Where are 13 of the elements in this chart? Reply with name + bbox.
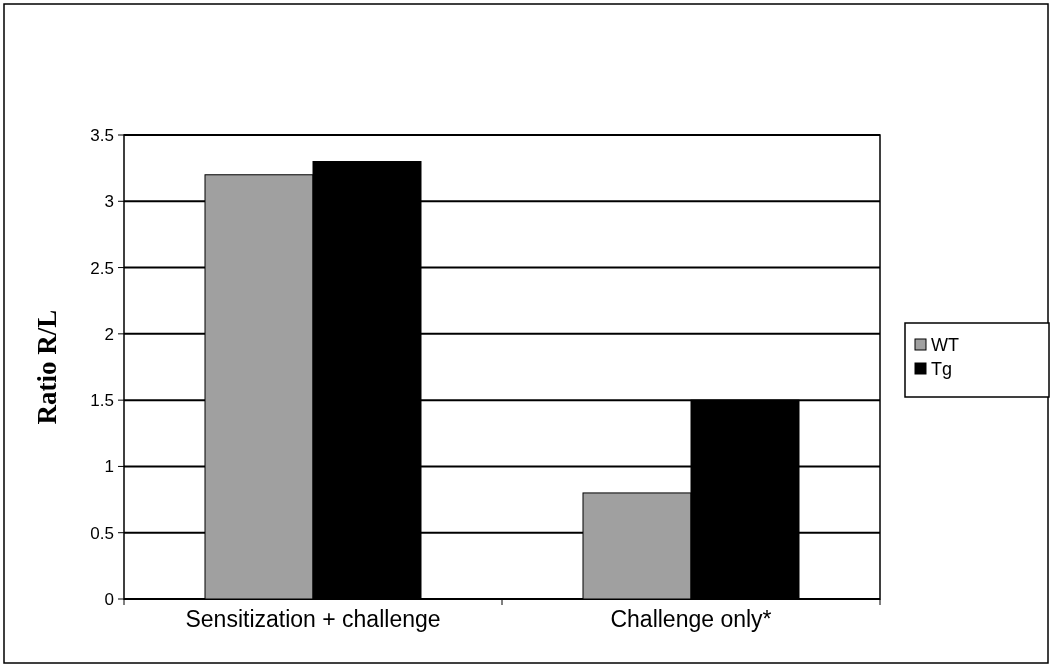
y-tick-label: 2.5 [90, 258, 114, 278]
y-tick-label: 1.5 [90, 391, 114, 411]
y-tick-label: 0.5 [90, 523, 114, 543]
y-tick-label: 1 [104, 457, 114, 477]
y-tick-label: 0 [104, 589, 114, 609]
y-axis-title: Ratio R/L [32, 309, 62, 425]
x-tick-label: Challenge only* [610, 606, 772, 632]
y-tick-label: 3 [104, 192, 114, 212]
legend-label: Tg [931, 359, 953, 380]
y-tick-label: 3.5 [90, 125, 114, 145]
legend-label: WT [931, 335, 959, 356]
x-tick-label: Sensitization + challenge [185, 606, 441, 632]
y-tick-label: 2 [104, 324, 114, 344]
